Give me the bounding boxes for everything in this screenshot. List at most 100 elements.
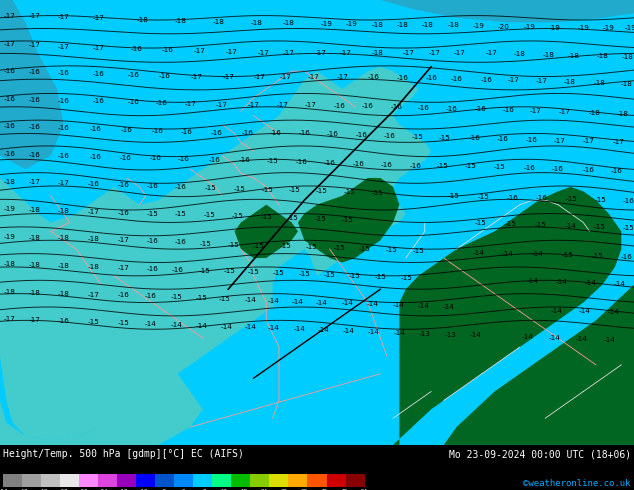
Text: -14: -14 [555, 279, 567, 285]
Text: -16: -16 [503, 107, 514, 113]
Text: -15: -15 [88, 319, 100, 325]
Text: -17: -17 [257, 49, 269, 55]
Polygon shape [298, 178, 399, 263]
Text: -16: -16 [469, 135, 480, 141]
Text: -18: -18 [88, 236, 100, 243]
Text: -16: -16 [475, 106, 486, 112]
Text: -17: -17 [314, 49, 326, 55]
Text: -17: -17 [553, 138, 565, 144]
Text: -15: -15 [375, 274, 386, 280]
Text: -16: -16 [4, 96, 15, 102]
Text: -17: -17 [276, 102, 288, 108]
Text: -13: -13 [419, 331, 430, 337]
Text: -18: -18 [372, 22, 383, 28]
Text: -14: -14 [268, 298, 280, 304]
Text: -15: -15 [118, 320, 129, 326]
Text: -16: -16 [362, 103, 373, 109]
Text: -15: -15 [505, 221, 516, 227]
Text: -18: -18 [564, 79, 575, 85]
Text: -18: -18 [175, 18, 186, 24]
Text: -16: -16 [4, 123, 15, 129]
Text: -15: -15 [253, 243, 264, 248]
Text: -15: -15 [592, 253, 603, 259]
Bar [155, 474, 174, 487]
Text: -14: -14 [501, 250, 513, 257]
Text: -15: -15 [314, 216, 326, 222]
Text: -15: -15 [344, 189, 356, 195]
Text: -17: -17 [337, 74, 348, 80]
Text: -18: -18 [372, 49, 383, 55]
Text: -16: -16 [242, 129, 253, 136]
Bar [3, 474, 22, 487]
Text: -17: -17 [93, 15, 104, 21]
Text: -14: -14 [549, 335, 560, 341]
Text: -18: -18 [448, 22, 459, 28]
Bar [136, 474, 155, 487]
Text: -15: -15 [261, 214, 272, 220]
Text: -16: -16 [58, 70, 69, 76]
Text: -15: -15 [595, 197, 607, 203]
Text: -48: -48 [18, 489, 29, 490]
Text: -18: -18 [617, 111, 628, 117]
Text: -16: -16 [425, 75, 437, 81]
Text: -15: -15 [566, 196, 578, 202]
Text: -42: -42 [38, 489, 49, 490]
Text: -17: -17 [280, 74, 291, 80]
Text: -14: -14 [604, 337, 616, 343]
Text: Height/Temp. 500 hPa [gdmp][°C] EC (AIFS): Height/Temp. 500 hPa [gdmp][°C] EC (AIFS… [3, 449, 244, 460]
Text: -16: -16 [120, 154, 131, 161]
Text: -18: -18 [397, 22, 408, 28]
Text: -14: -14 [318, 327, 329, 333]
Bar [174, 474, 193, 487]
Bar [98, 474, 117, 487]
Text: -16: -16 [93, 71, 104, 77]
Text: 12: 12 [221, 489, 228, 490]
Text: -17: -17 [58, 180, 69, 186]
Text: -17: -17 [454, 49, 465, 55]
Text: -15: -15 [287, 215, 299, 221]
Text: -16: -16 [127, 99, 139, 105]
Text: -18: -18 [29, 290, 41, 296]
Text: -16: -16 [4, 68, 15, 74]
Text: -17: -17 [305, 102, 316, 108]
Text: -16: -16 [451, 76, 462, 82]
Text: -16: -16 [4, 151, 15, 157]
Text: -15: -15 [342, 217, 353, 223]
Text: -14: -14 [316, 299, 328, 306]
Text: -16: -16 [172, 267, 183, 272]
Bar [193, 474, 212, 487]
Text: -14: -14 [292, 299, 304, 305]
Text: -15: -15 [623, 225, 634, 231]
Text: -15: -15 [280, 244, 291, 249]
Text: -14: -14 [368, 329, 380, 335]
Text: -17: -17 [226, 49, 237, 54]
Text: -16: -16 [270, 130, 281, 137]
Text: -16: -16 [162, 47, 174, 53]
Text: -15: -15 [448, 193, 459, 199]
Text: -14: -14 [145, 321, 157, 327]
Text: -15: -15 [465, 163, 476, 170]
Bar [307, 474, 327, 487]
Text: -16: -16 [58, 153, 69, 159]
Text: -15: -15 [205, 185, 216, 191]
Text: 42: 42 [321, 489, 328, 490]
Text: -17: -17 [118, 265, 129, 271]
Text: -15: -15 [248, 270, 259, 275]
Text: Mo 23-09-2024 00:00 UTC (18+06): Mo 23-09-2024 00:00 UTC (18+06) [449, 449, 631, 460]
Text: -16: -16 [150, 155, 161, 161]
Text: -19: -19 [603, 24, 614, 30]
Text: -16: -16 [146, 238, 158, 244]
Text: -24: -24 [98, 489, 109, 490]
Text: -16: -16 [118, 182, 129, 188]
Text: ©weatheronline.co.uk: ©weatheronline.co.uk [523, 479, 631, 488]
Text: -16: -16 [295, 159, 307, 165]
Text: 18: 18 [240, 489, 248, 490]
Text: -19: -19 [4, 234, 15, 240]
Text: -14: -14 [392, 302, 404, 308]
Text: -16: -16 [299, 130, 310, 137]
Text: -17: -17 [194, 48, 205, 54]
Text: -18: -18 [593, 80, 605, 86]
Text: -16: -16 [29, 97, 41, 103]
Text: -14: -14 [527, 278, 538, 284]
Text: -17: -17 [118, 237, 129, 243]
